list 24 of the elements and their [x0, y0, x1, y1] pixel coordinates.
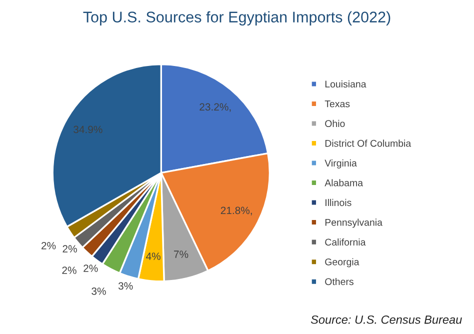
- legend-label: Alabama: [324, 179, 364, 186]
- data-label: 34.9%: [74, 126, 102, 134]
- data-label: 2%: [62, 245, 77, 252]
- legend-label: Virginia: [324, 159, 357, 168]
- legend-label: Ohio: [325, 120, 345, 128]
- data-label: 4%: [146, 252, 160, 260]
- data-label: 23.2%,: [200, 103, 231, 112]
- data-label: 2%: [62, 266, 76, 274]
- data-label: 3%: [118, 282, 133, 290]
- data-label: 3%: [92, 288, 106, 295]
- legend-label: Louisiana: [325, 80, 366, 88]
- chart-title: Top U.S. Sources for Egyptian Imports (2022): [83, 11, 390, 26]
- data-label: 2%: [42, 242, 56, 250]
- data-label: 7%: [174, 250, 188, 258]
- legend-label: Georgia: [325, 258, 360, 268]
- legend-label: Texas: [324, 100, 350, 108]
- data-label: 2%: [84, 264, 98, 272]
- legend-label: District Of Columbia: [325, 140, 412, 147]
- legend-label: California: [325, 238, 366, 246]
- data-label: 21.8%,: [220, 206, 252, 216]
- legend-label: Pennsylvania: [325, 218, 382, 228]
- source-note: Source: U.S. Census Bureau: [310, 315, 462, 324]
- legend-label: Others: [325, 278, 354, 286]
- legend-label: Illinois: [326, 198, 352, 206]
